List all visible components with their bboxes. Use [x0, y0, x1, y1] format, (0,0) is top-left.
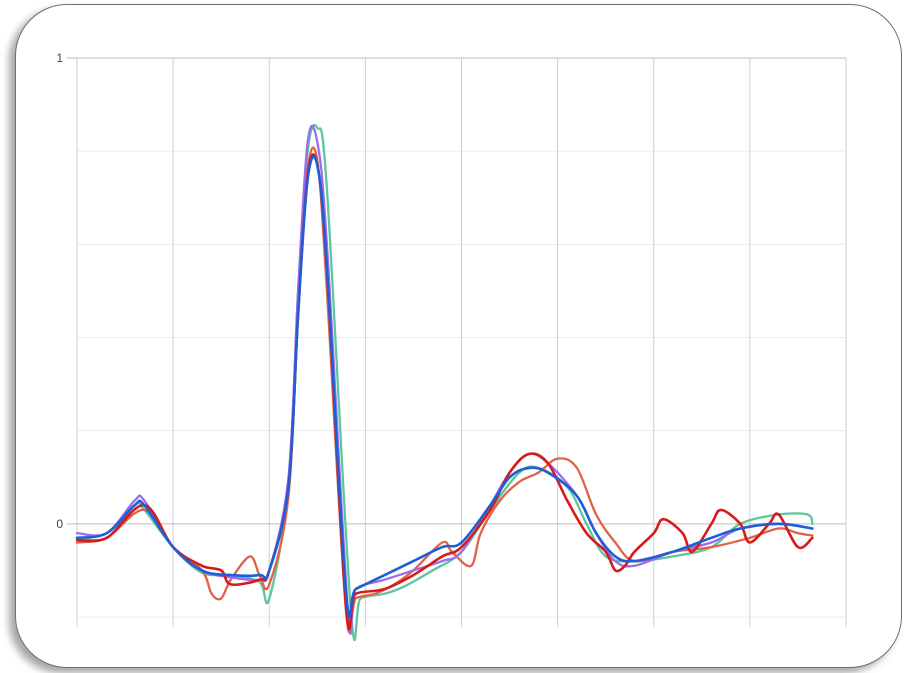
y-tick-label: 1 [56, 51, 63, 65]
y-tick-label: 0 [56, 517, 63, 531]
series-line-2 [75, 146, 814, 634]
y-axis-ticks: 01 [56, 51, 63, 531]
grid [67, 57, 847, 627]
series-line-5 [75, 155, 814, 619]
series-line-4 [75, 153, 814, 631]
series-lines [75, 123, 814, 642]
series-line-1 [75, 123, 814, 642]
